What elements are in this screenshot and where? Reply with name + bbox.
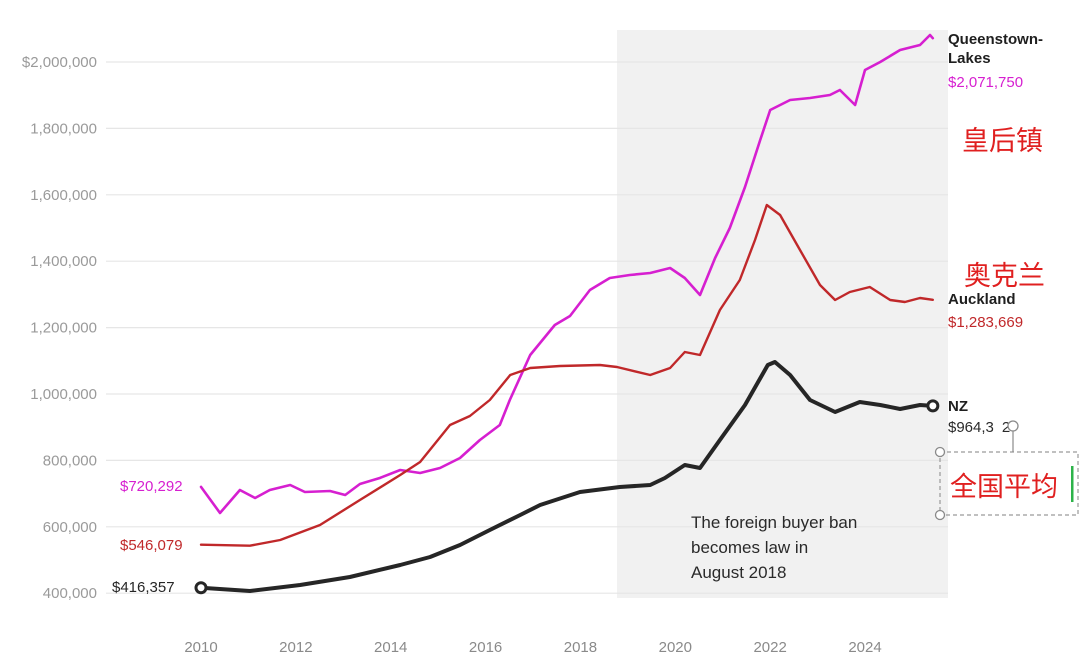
x-tick-label: 2020 bbox=[659, 639, 692, 656]
nz-start-label: $416,357 bbox=[112, 579, 175, 596]
shaded-period-band bbox=[617, 30, 948, 598]
y-tick-label: 1,200,000 bbox=[30, 320, 97, 337]
series-line-queenstown-lakes bbox=[199, 33, 935, 515]
x-tick-label: 2022 bbox=[753, 639, 786, 656]
resize-handle-bottom-left[interactable] bbox=[934, 509, 946, 521]
nz-end-value-tail: 2 bbox=[1002, 419, 1010, 436]
text-cursor bbox=[1071, 466, 1074, 502]
x-tick-label: 2010 bbox=[184, 639, 217, 656]
series-lines bbox=[194, 33, 940, 595]
resize-handle-top-left[interactable] bbox=[934, 446, 946, 458]
queenstown-start-label: $720,292 bbox=[120, 478, 183, 495]
rotate-handle[interactable] bbox=[1007, 420, 1019, 432]
x-tick-label: 2014 bbox=[374, 639, 407, 656]
shaded-region-annotation: The foreign buyer ban becomes law in Aug… bbox=[691, 513, 862, 582]
y-tick-label: 1,000,000 bbox=[30, 386, 97, 403]
text-box-frame bbox=[939, 451, 1079, 516]
y-tick-label: 1,400,000 bbox=[30, 253, 97, 270]
auckland-end-name: Auckland bbox=[948, 291, 1016, 308]
selected-text-box[interactable]: 全国平均 bbox=[934, 420, 1079, 521]
nz-end-marker bbox=[926, 399, 940, 413]
x-tick-label: 2018 bbox=[564, 639, 597, 656]
y-tick-label: 600,000 bbox=[43, 519, 97, 536]
gridlines bbox=[106, 61, 948, 594]
annotation-line-2: becomes law in bbox=[691, 538, 808, 557]
y-axis-ticks: $2,000,000 1,800,000 1,600,000 1,400,000 1,2… bbox=[22, 54, 97, 602]
x-tick-label: 2016 bbox=[469, 639, 502, 656]
auckland-start-label: $546,079 bbox=[120, 537, 183, 554]
nz-end-value: $964,3 2 bbox=[948, 419, 1010, 436]
nz-end-value-text: $964,3 bbox=[948, 419, 994, 436]
nz-chinese-label[interactable]: 全国平均 bbox=[950, 472, 1058, 502]
queenstown-name-line-2: Lakes bbox=[948, 50, 991, 67]
series-line-nz bbox=[199, 360, 935, 593]
queenstown-end-value: $2,071,750 bbox=[948, 74, 1023, 91]
x-tick-label: 2024 bbox=[848, 639, 881, 656]
y-tick-label: 1,600,000 bbox=[30, 187, 97, 204]
auckland-chinese-label: 奥克兰 bbox=[964, 261, 1045, 291]
x-tick-label: 2012 bbox=[279, 639, 312, 656]
y-tick-label: 800,000 bbox=[43, 452, 97, 469]
annotation-line-1: The foreign buyer ban bbox=[691, 513, 857, 532]
y-tick-label: 1,800,000 bbox=[30, 120, 97, 137]
series-line-auckland bbox=[199, 203, 934, 547]
x-axis-ticks: 2010 2012 2014 2016 2018 2020 2022 2024 bbox=[184, 639, 881, 656]
y-tick-label: $2,000,000 bbox=[22, 54, 97, 71]
annotation-line-3: August 2018 bbox=[691, 563, 786, 582]
nz-start-marker bbox=[194, 581, 208, 595]
nz-end-name: NZ bbox=[948, 398, 968, 415]
queenstown-chinese-label: 皇后镇 bbox=[962, 126, 1043, 156]
queenstown-end-name: Queenstown- Lakes bbox=[948, 31, 1047, 67]
queenstown-name-line-1: Queenstown- bbox=[948, 31, 1043, 48]
y-tick-label: 400,000 bbox=[43, 585, 97, 602]
auckland-end-value: $1,283,669 bbox=[948, 314, 1023, 331]
